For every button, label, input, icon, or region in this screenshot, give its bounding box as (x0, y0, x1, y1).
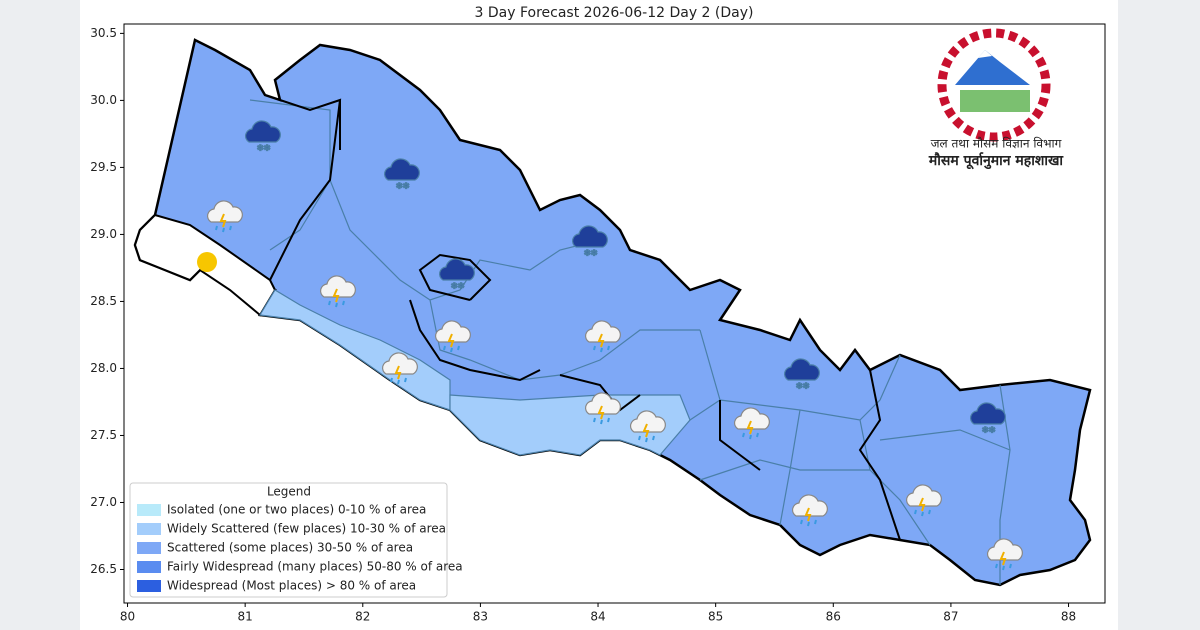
legend-label: Scattered (some places) 30-50 % of area (167, 541, 413, 555)
legend-label: Widely Scattered (few places) 10-30 % of… (167, 522, 446, 536)
x-tick-label: 85 (708, 610, 723, 624)
legend-swatch (137, 542, 161, 554)
y-tick-label: 28.0 (90, 361, 117, 375)
map (133, 38, 1092, 587)
y-tick-label: 29.0 (90, 227, 117, 241)
x-tick-label: 86 (826, 610, 841, 624)
x-tick-label: 84 (590, 610, 605, 624)
logo-shape (978, 50, 992, 58)
legend-swatch (137, 561, 161, 573)
x-tick-label: 82 (355, 610, 370, 624)
x-tick-label: 88 (1061, 610, 1076, 624)
legend-label: Widespread (Most places) > 80 % of area (167, 579, 416, 593)
legend-label: Isolated (one or two places) 0-10 % of a… (167, 503, 426, 517)
y-tick-label: 29.5 (90, 160, 117, 174)
y-tick-label: 30.5 (90, 26, 117, 40)
logo (937, 28, 1051, 142)
logo-shape (955, 50, 1030, 85)
legend-swatch (137, 580, 161, 592)
y-tick-label: 27.5 (90, 428, 117, 442)
x-tick-label: 83 (473, 610, 488, 624)
x-tick-label: 80 (120, 610, 135, 624)
chart-title: 3 Day Forecast 2026-06-12 Day 2 (Day) (475, 5, 754, 21)
y-tick-label: 27.0 (90, 495, 117, 509)
y-tick-label: 26.5 (90, 562, 117, 576)
legend: Legend Isolated (one or two places) 0-10… (129, 482, 463, 598)
logo-shape (960, 90, 1030, 112)
x-tick-label: 81 (238, 610, 253, 624)
logo-line1: जल तथा मौसम विज्ञान विभाग (931, 137, 1062, 151)
legend-swatch (137, 523, 161, 535)
legend-swatch (137, 504, 161, 516)
sun-icon (197, 252, 217, 272)
region-scattered-few-2 (449, 394, 691, 456)
y-tick-label: 28.5 (90, 294, 117, 308)
logo-line2: मौसम पूर्वानुमान महाशाखा (928, 152, 1065, 170)
logo-shape (937, 28, 1051, 142)
legend-box (129, 482, 448, 598)
x-tick-label: 87 (943, 610, 958, 624)
legend-title: Legend (267, 485, 311, 499)
region-scattered-few (259, 289, 451, 411)
y-tick-label: 30.0 (90, 93, 117, 107)
legend-label: Fairly Widespread (many places) 50-80 % … (167, 560, 463, 574)
